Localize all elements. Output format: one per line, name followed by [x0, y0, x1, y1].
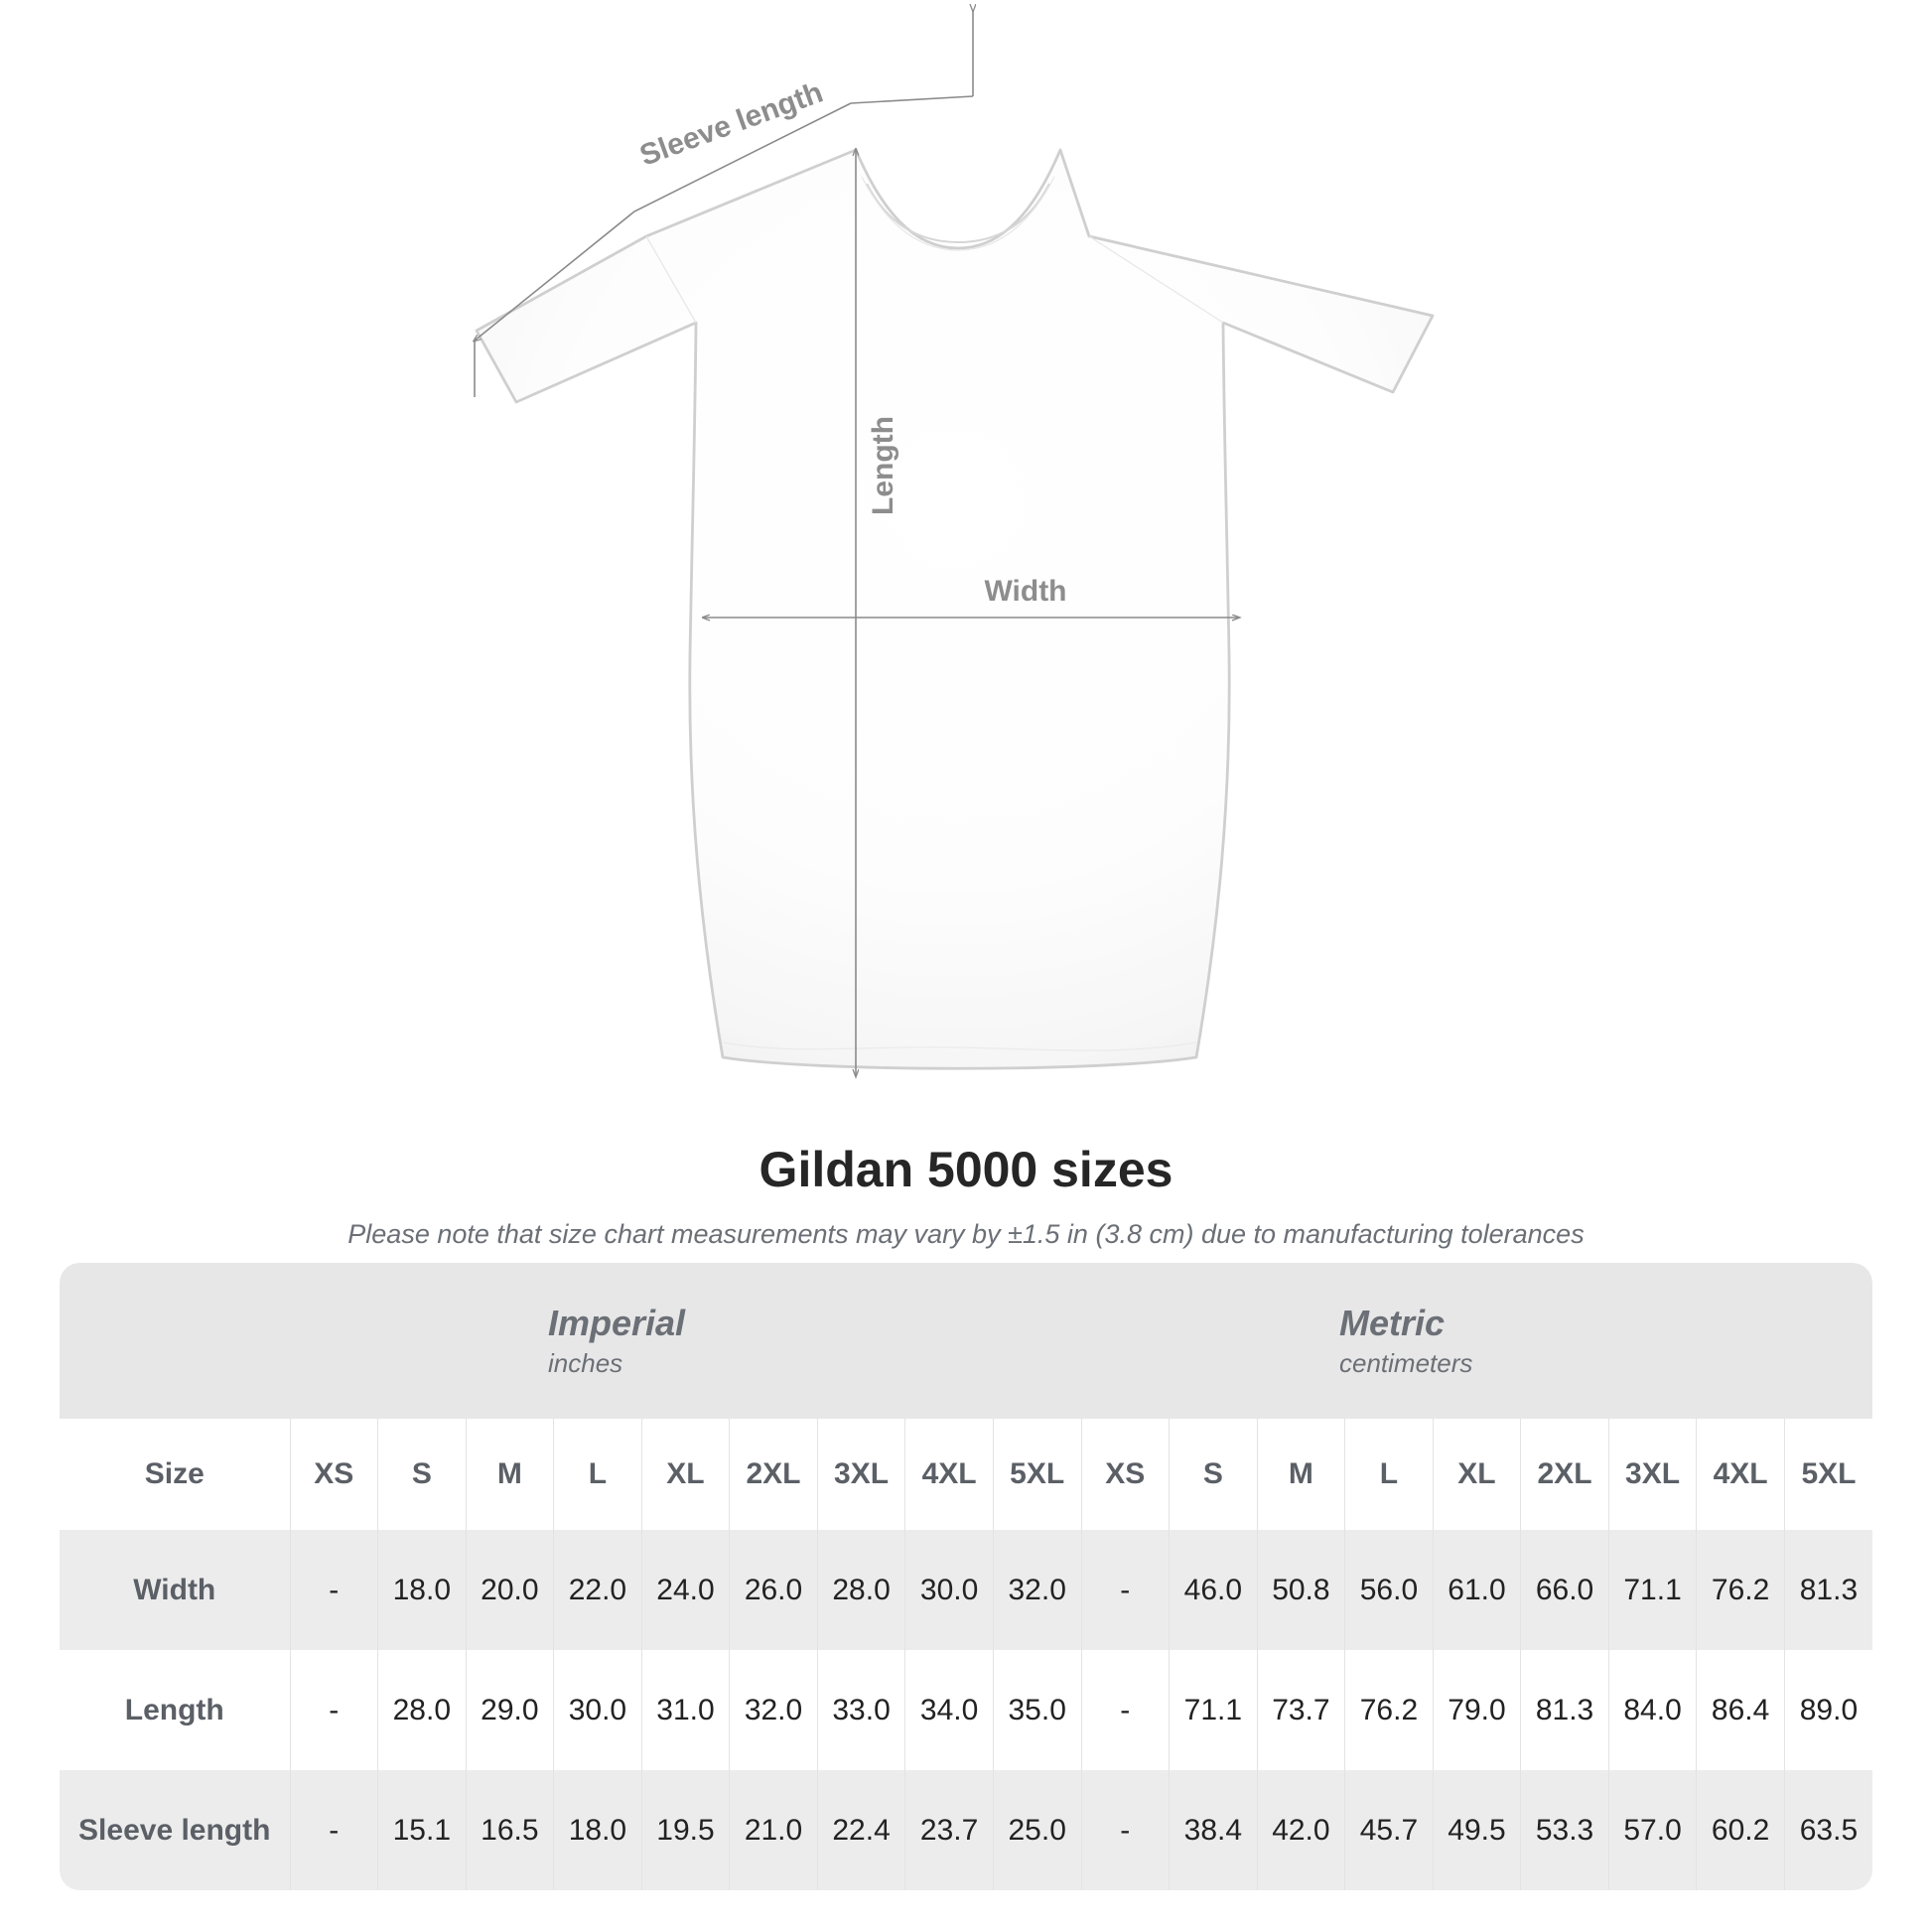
svg-text:Sleeve length: Sleeve length: [635, 75, 827, 172]
svg-text:Length: Length: [867, 416, 899, 515]
svg-text:Width: Width: [984, 575, 1066, 608]
